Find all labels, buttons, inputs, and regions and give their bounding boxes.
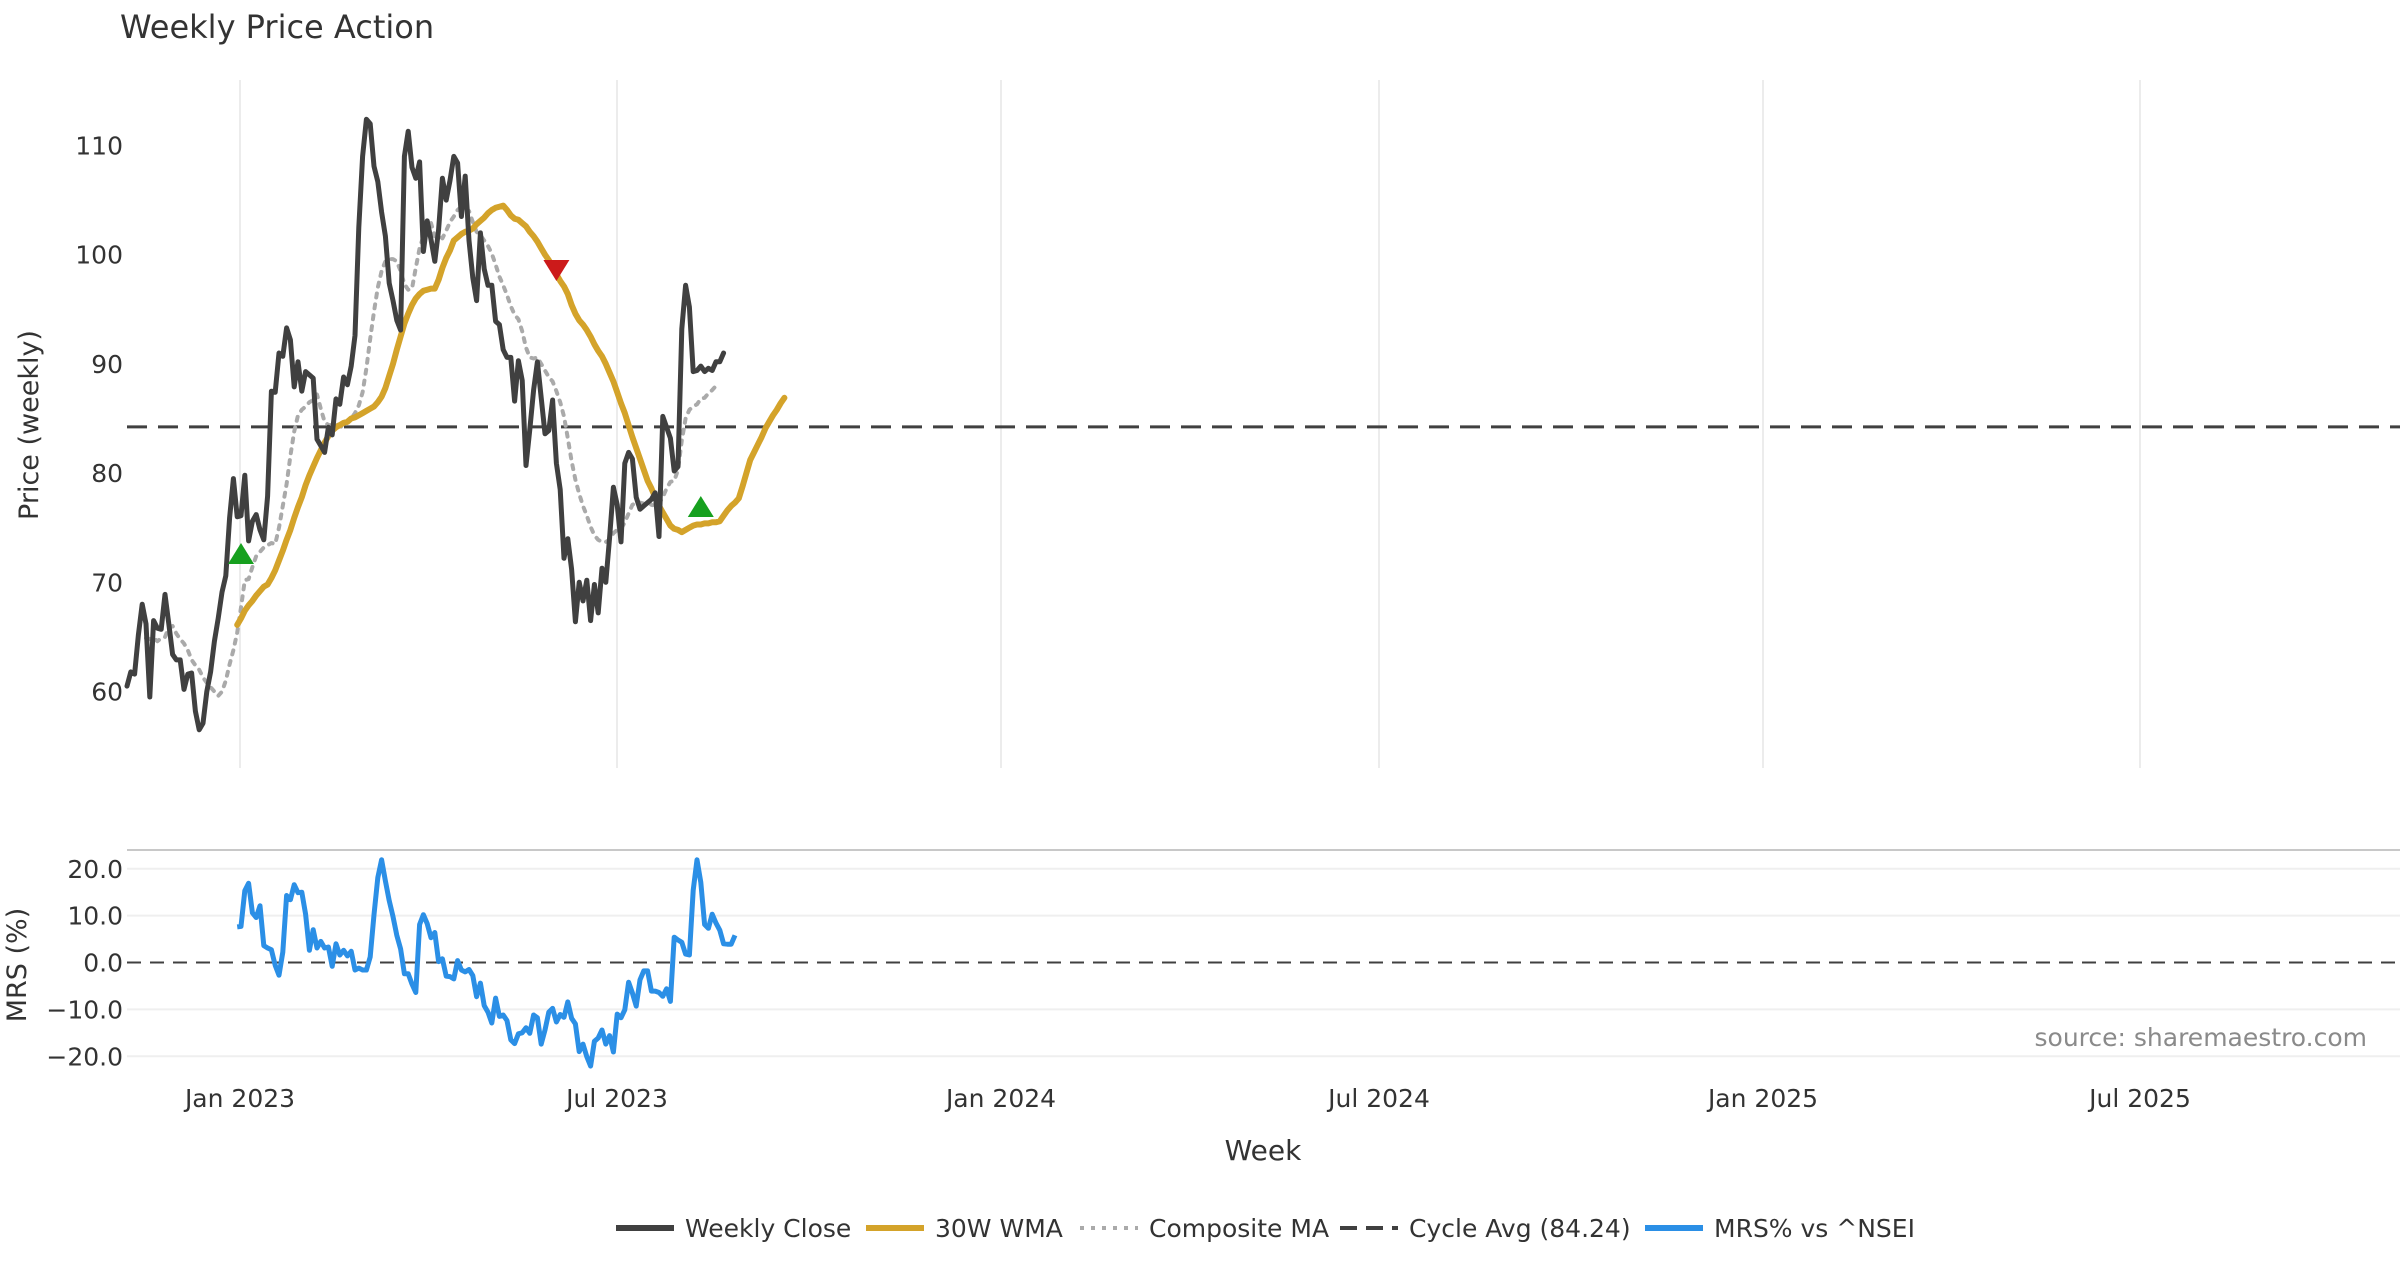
mrs-y-axis-label: MRS (%) [2, 908, 33, 1023]
mrs-ytick-3: −10.0 [46, 995, 123, 1024]
price-ytick-70: 70 [91, 568, 123, 597]
buy-signal-marker-0 [228, 542, 254, 564]
price-series-group [124, 116, 788, 733]
mrs-nsei-line [236, 857, 738, 1069]
chart-title: Weekly Price Action [120, 8, 434, 46]
x-tick-jul-2025: Jul 2025 [2087, 1084, 2191, 1113]
mrs-ytick-1: 10.0 [67, 902, 123, 931]
mrs-y-ticks: 20.0 10.0 0.0 −10.0 −20.0 [46, 855, 123, 1072]
x-tick-jul-2024: Jul 2024 [1326, 1084, 1430, 1113]
x-axis-label: Week [1225, 1134, 1302, 1167]
chart-legend: Weekly Close 30W WMA Composite MA Cycle Avg… [616, 1214, 1915, 1243]
price-ytick-110: 110 [75, 132, 123, 161]
legend-label-3: Cycle Avg (84.24) [1409, 1214, 1631, 1243]
price-ytick-80: 80 [91, 459, 123, 488]
source-note: source: sharemaestro.com [2035, 1023, 2368, 1052]
legend-label-0: Weekly Close [685, 1214, 851, 1243]
price-ytick-60: 60 [91, 678, 123, 707]
legend-label-1: 30W WMA [935, 1214, 1063, 1243]
mrs-ytick-0: 20.0 [67, 855, 123, 884]
legend-label-4: MRS% vs ^NSEI [1714, 1214, 1915, 1243]
mrs-ytick-4: −20.0 [46, 1042, 123, 1071]
x-tick-jul-2023: Jul 2023 [564, 1084, 668, 1113]
sell-signal-marker-1 [543, 260, 570, 282]
price-y-ticks: 60 70 80 90 100 110 [75, 132, 123, 707]
mrs-ytick-2: 0.0 [83, 949, 123, 978]
signal-markers [228, 260, 714, 564]
composite-ma-line [144, 204, 722, 698]
buy-signal-marker-2 [687, 495, 714, 517]
x-tick-jan-2023: Jan 2023 [183, 1084, 295, 1113]
price-y-axis-label: Price (weekly) [14, 330, 45, 520]
x-tick-jan-2025: Jan 2025 [1706, 1084, 1818, 1113]
x-tick-jan-2024: Jan 2024 [944, 1084, 1056, 1113]
weekly-close-line [124, 116, 727, 733]
price-panel-gridlines [239, 80, 2141, 768]
30w-wma-line [234, 202, 788, 628]
legend-label-2: Composite MA [1149, 1214, 1329, 1243]
mrs-series-group [236, 857, 738, 1069]
price-ytick-90: 90 [91, 350, 123, 379]
price-ytick-100: 100 [75, 241, 123, 270]
mrs-panel-gridlines [127, 867, 2400, 1058]
x-tick-labels: Jan 2023 Jul 2023 Jan 2024 Jul 2024 Jan 2025… [183, 1084, 2191, 1113]
